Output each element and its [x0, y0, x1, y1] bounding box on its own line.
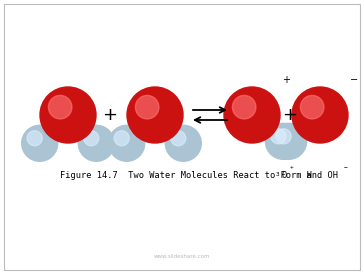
Circle shape	[127, 87, 183, 143]
Text: +: +	[103, 106, 118, 124]
Circle shape	[270, 123, 306, 159]
Circle shape	[114, 131, 129, 146]
Circle shape	[276, 129, 291, 144]
Circle shape	[84, 131, 99, 146]
Circle shape	[224, 87, 280, 143]
Circle shape	[109, 125, 145, 161]
Circle shape	[165, 125, 201, 161]
Text: +: +	[282, 106, 297, 124]
Circle shape	[27, 131, 42, 146]
Circle shape	[292, 87, 348, 143]
Text: −: −	[344, 164, 348, 170]
Circle shape	[265, 123, 301, 159]
Text: +: +	[282, 75, 290, 85]
Text: and OH: and OH	[296, 170, 338, 179]
Text: −: −	[350, 75, 358, 85]
Circle shape	[135, 95, 159, 119]
Text: 3: 3	[276, 172, 280, 177]
Circle shape	[48, 95, 72, 119]
Circle shape	[22, 125, 58, 161]
Text: Figure 14.7  Two Water Molecules React to Form H: Figure 14.7 Two Water Molecules React to…	[60, 170, 312, 179]
Circle shape	[78, 125, 114, 161]
Circle shape	[171, 131, 186, 146]
Circle shape	[40, 87, 96, 143]
Circle shape	[232, 95, 256, 119]
Text: www.slideshare.com: www.slideshare.com	[154, 253, 210, 258]
Text: O: O	[282, 170, 287, 179]
Text: +: +	[290, 164, 294, 170]
Circle shape	[300, 95, 324, 119]
Circle shape	[271, 129, 286, 144]
